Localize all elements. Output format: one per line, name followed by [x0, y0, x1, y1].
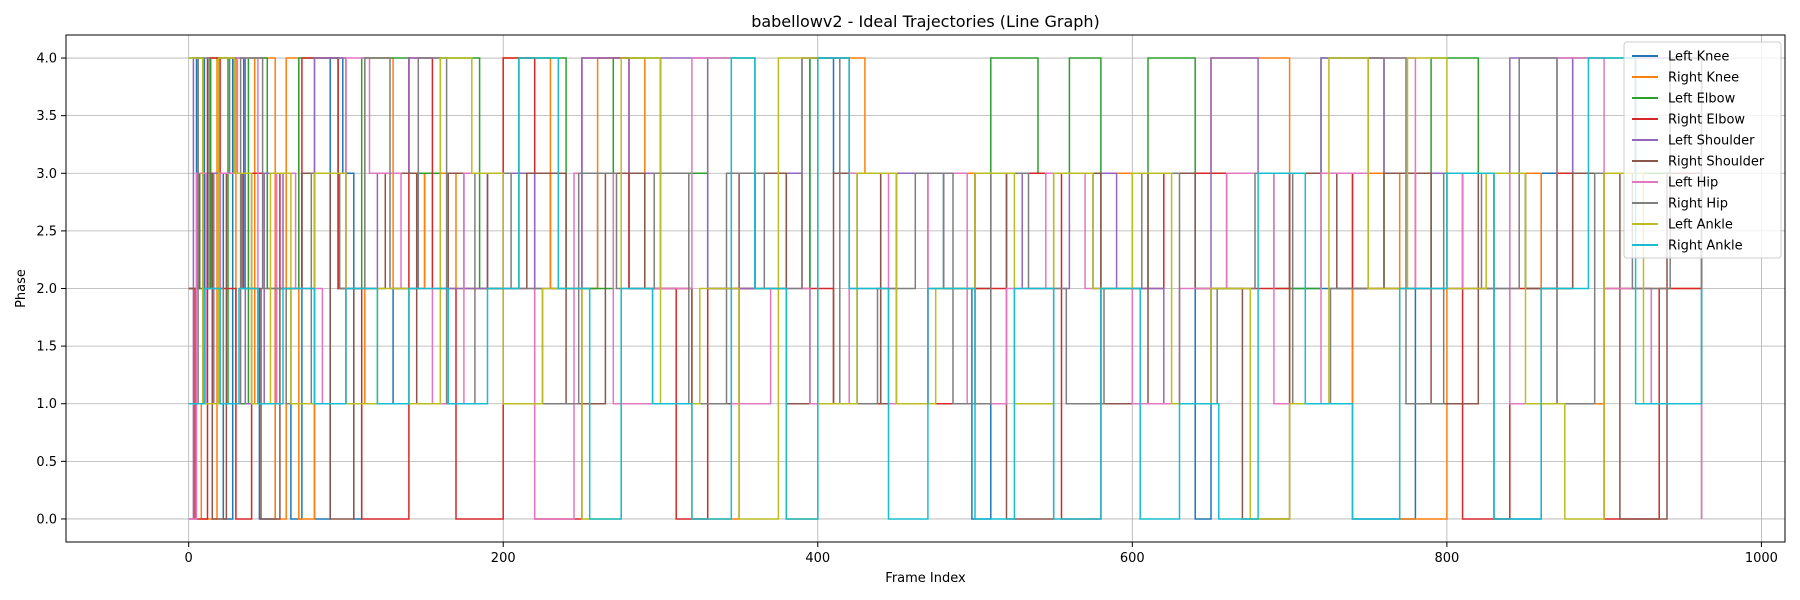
legend: Left Knee Right Knee Left Elbow Right Elbow… [1623, 41, 1782, 259]
y-axis-label: Phase [14, 269, 29, 308]
x-tick-label: 800 [1434, 551, 1459, 566]
y-tick-label: 4.0 [36, 52, 57, 67]
legend-label: Left Shoulder [1668, 134, 1755, 149]
x-tick-label: 1000 [1745, 551, 1778, 566]
y-tick-label: 3.0 [36, 167, 57, 182]
x-tick-label: 400 [805, 551, 830, 566]
y-tick-label: 0.5 [36, 455, 57, 470]
legend-label: Left Hip [1668, 176, 1718, 191]
legend-label: Left Knee [1668, 50, 1729, 65]
legend-label: Left Ankle [1668, 218, 1733, 233]
series-line-right-ankle [188, 57, 1703, 520]
y-tick-label: 0.0 [36, 512, 57, 527]
y-tick-label: 2.5 [36, 224, 57, 239]
legend-label: Right Ankle [1668, 239, 1743, 254]
legend-label: Right Hip [1668, 197, 1728, 212]
y-tick-label: 1.0 [36, 397, 57, 412]
legend-box [1623, 41, 1782, 259]
x-tick-label: 200 [491, 551, 516, 566]
y-tick-label: 1.5 [36, 340, 57, 355]
legend-label: Left Elbow [1668, 92, 1736, 107]
x-tick-label: 0 [185, 551, 193, 566]
chart-title: babellowv2 - Ideal Trajectories (Line Gr… [751, 12, 1100, 31]
x-tick-label: 600 [1120, 551, 1145, 566]
ticks: 0 200 400 600 800 1000 0.0 0.5 1.0 1.5 2.0 2.5 3.0 3.… [36, 52, 1778, 566]
x-axis-label: Frame Index [885, 571, 966, 586]
legend-label: Right Elbow [1668, 113, 1745, 128]
y-tick-label: 2.0 [36, 282, 57, 297]
series-lines [188, 57, 1703, 520]
y-tick-label: 3.5 [36, 109, 57, 124]
legend-label: Right Knee [1668, 71, 1739, 86]
legend-label: Right Shoulder [1668, 155, 1765, 170]
